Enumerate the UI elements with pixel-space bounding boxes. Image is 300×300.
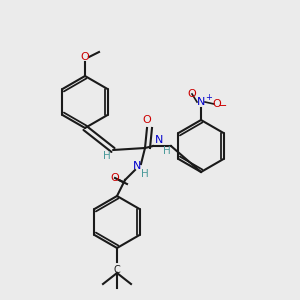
Text: H: H bbox=[163, 146, 171, 156]
Text: O: O bbox=[81, 52, 89, 62]
Text: O: O bbox=[213, 99, 221, 109]
Text: O: O bbox=[111, 173, 119, 183]
Text: O: O bbox=[188, 89, 196, 99]
Text: H: H bbox=[141, 169, 149, 179]
Text: H: H bbox=[103, 151, 111, 161]
Text: O: O bbox=[142, 115, 152, 125]
Text: +: + bbox=[206, 94, 212, 103]
Text: −: − bbox=[218, 101, 228, 111]
Text: N: N bbox=[133, 161, 141, 171]
Text: N: N bbox=[197, 97, 205, 107]
Text: N: N bbox=[155, 135, 163, 145]
Text: C: C bbox=[114, 265, 120, 275]
